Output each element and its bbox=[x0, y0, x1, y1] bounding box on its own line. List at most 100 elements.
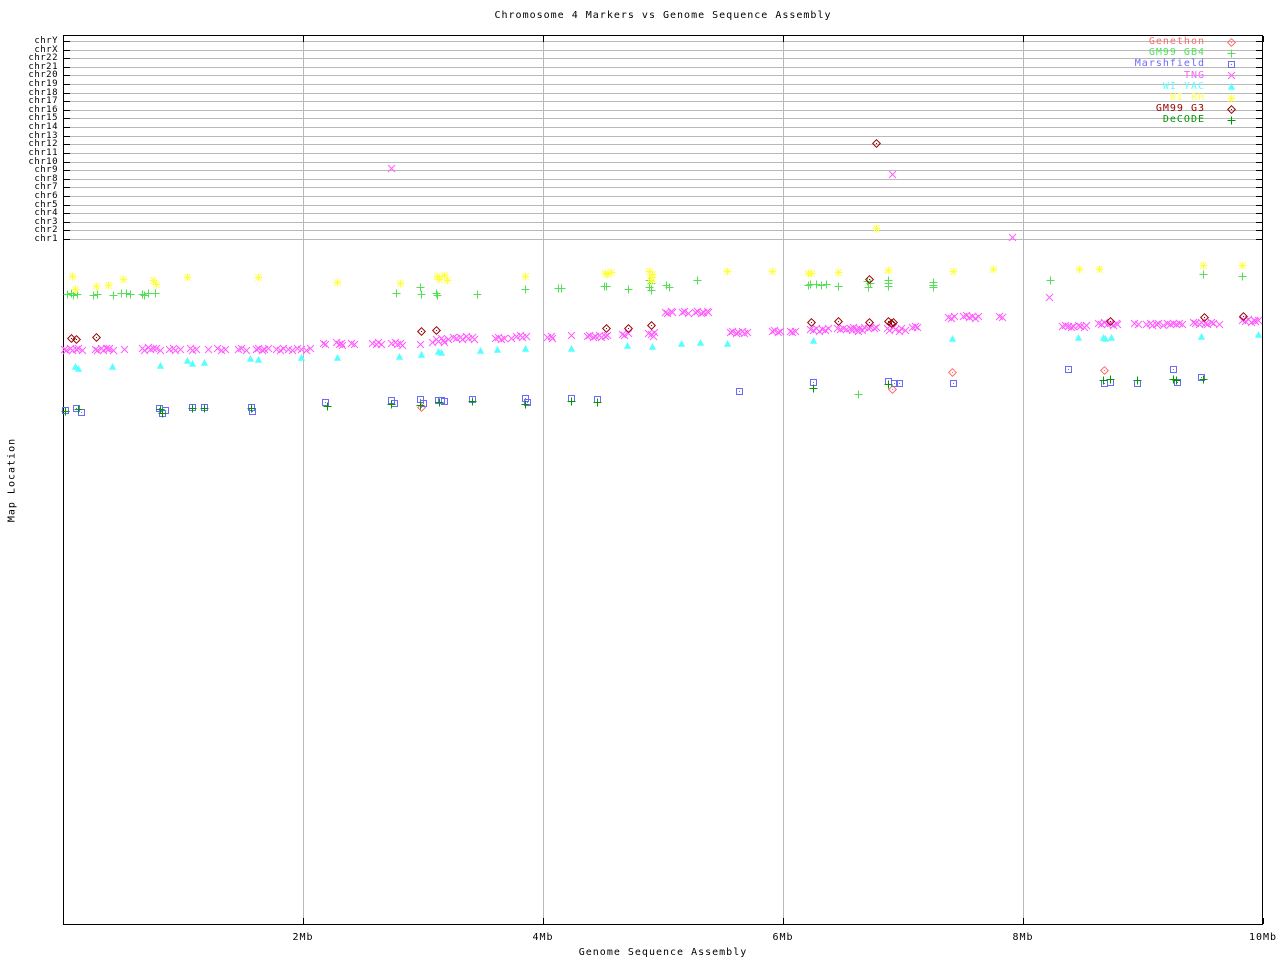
marker-wi-yac bbox=[948, 335, 957, 342]
marker-wi-yac bbox=[297, 354, 306, 361]
marker-tng bbox=[620, 331, 629, 340]
y-tick-right bbox=[1256, 110, 1262, 111]
marker-wi-rh bbox=[1199, 261, 1208, 270]
marker-gm99-gb4 bbox=[665, 283, 674, 292]
marker-gm99-gb4 bbox=[69, 291, 78, 300]
marker-gm99-g3 bbox=[66, 333, 77, 344]
marker-genethon bbox=[1099, 365, 1110, 376]
marker-wi-rh bbox=[648, 270, 657, 279]
marker-decode bbox=[435, 398, 444, 407]
marker-tng bbox=[288, 346, 297, 355]
marker-gm99-gb4 bbox=[126, 290, 135, 299]
marker-tng bbox=[911, 322, 920, 331]
marker-decode bbox=[593, 398, 602, 407]
marker-wi-yac bbox=[696, 339, 705, 346]
marker-tng bbox=[680, 307, 689, 316]
marker-tng bbox=[589, 333, 598, 342]
marker-tng bbox=[1209, 319, 1218, 328]
marker-tng bbox=[302, 346, 311, 355]
y-tick-left bbox=[64, 58, 70, 59]
marker-gm99-g3 bbox=[864, 317, 875, 328]
x-gridline bbox=[543, 36, 544, 924]
y-tick-right bbox=[1256, 50, 1262, 51]
x-axis-tick-label: 2Mb bbox=[292, 932, 314, 943]
y-tick-right bbox=[1256, 144, 1262, 145]
x-axis-tick-label: 10Mb bbox=[1248, 932, 1278, 943]
x-tick-bottom bbox=[1263, 918, 1264, 924]
marker-tng bbox=[237, 344, 246, 353]
marker-decode bbox=[247, 404, 256, 413]
marker-gm99-gb4 bbox=[138, 290, 147, 299]
y-tick-right bbox=[1256, 136, 1262, 137]
y-tick-left bbox=[64, 170, 70, 171]
marker-decode bbox=[567, 397, 576, 406]
y-axis-tick-label: chr10 bbox=[28, 157, 58, 167]
marker-tng bbox=[950, 312, 959, 321]
marker-wi-rh bbox=[989, 265, 998, 274]
y-tick-right bbox=[1256, 101, 1262, 102]
marker-gm99-g3 bbox=[623, 323, 634, 334]
y-tick-left bbox=[64, 213, 70, 214]
y-axis-tick-label: chr11 bbox=[28, 148, 58, 158]
marker-tng bbox=[1178, 320, 1187, 329]
x-tick-top bbox=[543, 36, 544, 42]
marker-gm99-gb4 bbox=[1238, 272, 1247, 281]
x-tick-top bbox=[1263, 36, 1264, 42]
y-tick-right bbox=[1256, 84, 1262, 85]
y-tick-left bbox=[64, 187, 70, 188]
marker-tng bbox=[176, 345, 185, 354]
marker-tng bbox=[1159, 321, 1168, 330]
marker-wi-rh bbox=[807, 269, 816, 278]
legend-marker-genethon bbox=[1226, 37, 1236, 47]
y-axis-label: Map Location bbox=[6, 437, 18, 523]
legend-label-genethon: Genethon bbox=[1148, 36, 1205, 47]
marker-decode bbox=[387, 400, 396, 409]
marker-decode bbox=[884, 380, 893, 389]
marker-gm99-gb4 bbox=[140, 291, 149, 300]
marker-tng bbox=[913, 323, 922, 332]
marker-gm99-gb4 bbox=[864, 283, 873, 292]
marker-gm99-gb4 bbox=[521, 285, 530, 294]
marker-tng bbox=[93, 346, 102, 355]
y-axis-tick-label: chr20 bbox=[28, 70, 58, 80]
marker-marshfield bbox=[322, 399, 329, 406]
marker-wi-rh bbox=[601, 269, 610, 278]
marker-tng bbox=[776, 327, 785, 336]
y-tick-left bbox=[64, 230, 70, 231]
marker-tng bbox=[726, 328, 735, 337]
marker-wi-yac bbox=[74, 365, 83, 372]
y-tick-left bbox=[64, 118, 70, 119]
marker-wi-rh bbox=[396, 279, 405, 288]
legend-label-gm99-g3: GM99 G3 bbox=[1155, 103, 1205, 115]
marker-gm99-g3 bbox=[71, 334, 82, 345]
y-axis-tick-label: chr8 bbox=[34, 174, 58, 184]
marker-tng bbox=[872, 323, 881, 332]
y-axis-tick-label: chr16 bbox=[28, 105, 58, 115]
marker-decode bbox=[1133, 376, 1142, 385]
marker-gm99-g3 bbox=[888, 317, 899, 328]
legend-label-gm99-gb4: GM99 GB4 bbox=[1148, 47, 1205, 59]
marker-wi-yac bbox=[1107, 334, 1116, 341]
marker-tng bbox=[306, 344, 315, 353]
marker-tng bbox=[242, 346, 251, 355]
y-tick-left bbox=[64, 162, 70, 163]
y-tick-left bbox=[64, 153, 70, 154]
y-tick-left bbox=[64, 41, 70, 42]
marker-gm99-g3 bbox=[871, 138, 882, 149]
marker-wi-rh bbox=[1238, 261, 1247, 270]
y-tick-right bbox=[1256, 127, 1262, 128]
y-axis-tick-label: chr18 bbox=[28, 88, 58, 98]
y-tick-left bbox=[64, 50, 70, 51]
marker-genethon bbox=[947, 367, 958, 378]
marker-wi-rh bbox=[884, 266, 893, 275]
y-tick-right bbox=[1256, 170, 1262, 171]
marker-wi-rh bbox=[433, 272, 442, 281]
marker-tng bbox=[704, 308, 713, 317]
marker-gm99-g3 bbox=[833, 316, 844, 327]
x-tick-bottom bbox=[303, 918, 304, 924]
y-axis-tick-label: chr17 bbox=[28, 96, 58, 106]
chromosome-gridline bbox=[64, 136, 1262, 137]
marker-marshfield bbox=[950, 380, 957, 387]
y-tick-left bbox=[64, 239, 70, 240]
legend-label-wi-rh: WI RH bbox=[1169, 92, 1205, 103]
